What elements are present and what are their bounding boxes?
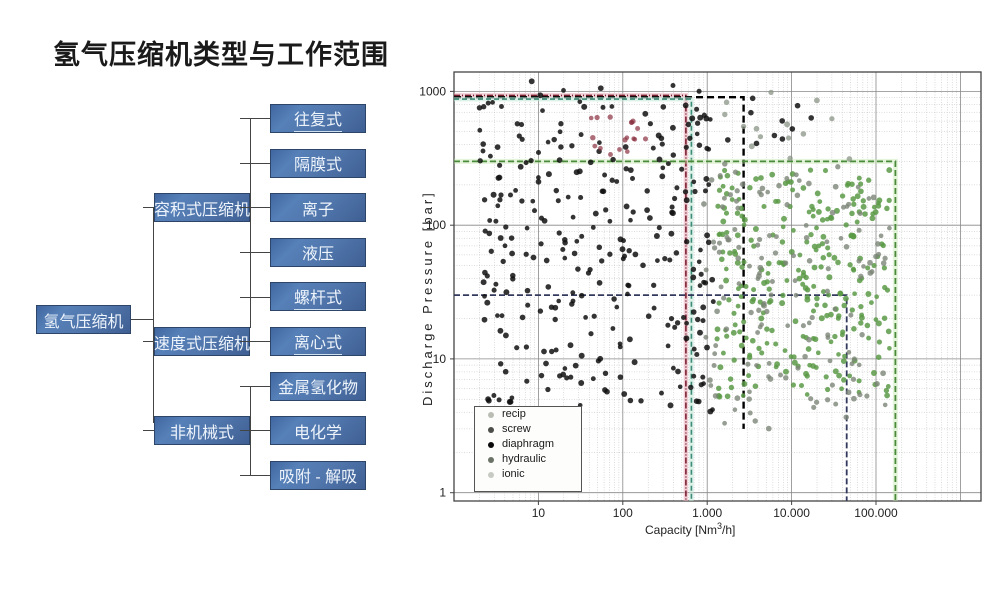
svg-text:10.000: 10.000 [773,506,810,520]
svg-text:100: 100 [426,218,446,232]
svg-text:100: 100 [613,506,633,520]
svg-text:10: 10 [433,352,447,366]
svg-text:10: 10 [532,506,546,520]
svg-text:100.000: 100.000 [854,506,898,520]
svg-text:1.000: 1.000 [692,506,722,520]
svg-text:1: 1 [439,486,446,500]
svg-text:1000: 1000 [420,84,446,98]
